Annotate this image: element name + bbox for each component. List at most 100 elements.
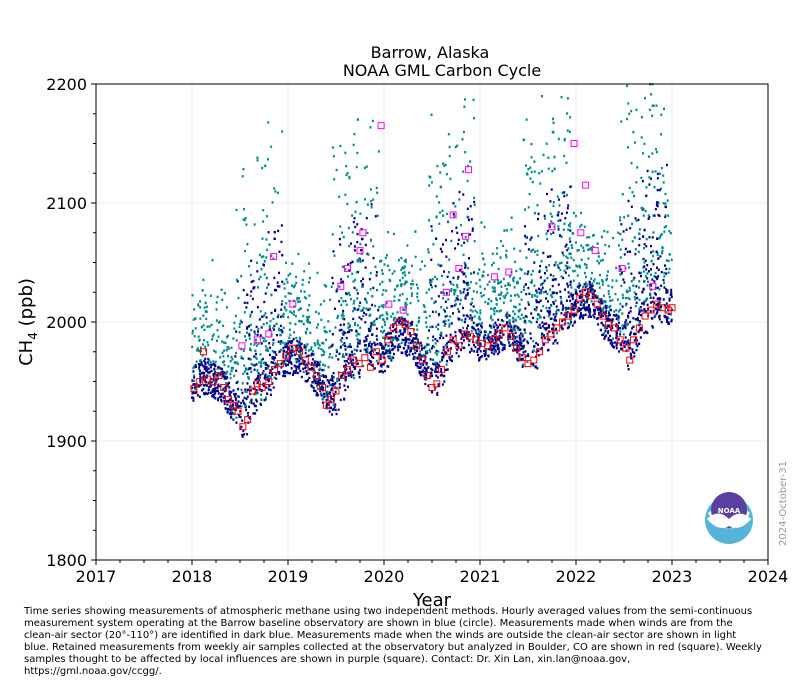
clean-air-point	[455, 297, 458, 300]
clean-air-point	[411, 352, 414, 356]
outside-sector-point	[522, 363, 525, 366]
outside-sector-point	[388, 326, 391, 330]
outside-sector-point	[274, 190, 277, 193]
clean-air-point	[250, 398, 253, 402]
outside-sector-point	[410, 287, 413, 290]
clean-air-point	[246, 293, 249, 296]
clean-air-point	[522, 339, 525, 342]
outside-sector-point	[536, 249, 539, 253]
clean-air-point	[296, 344, 299, 347]
outside-sector-point	[425, 316, 428, 319]
clean-air-point	[467, 343, 470, 347]
clean-air-point	[501, 343, 504, 346]
outside-sector-point	[254, 333, 257, 336]
clean-air-point	[435, 374, 438, 377]
clean-air-point	[207, 357, 210, 361]
clean-air-point	[353, 249, 356, 252]
clean-air-point	[524, 283, 527, 286]
clean-air-point	[554, 316, 557, 319]
outside-sector-point	[668, 253, 671, 256]
outside-sector-point	[311, 349, 314, 353]
outside-sector-point	[308, 262, 311, 265]
flask-sample-point	[418, 356, 426, 364]
clean-air-point	[394, 321, 397, 324]
clean-air-point	[581, 306, 584, 310]
outside-sector-point	[590, 277, 593, 280]
outside-sector-point	[272, 341, 275, 345]
clean-air-point	[228, 390, 231, 393]
outside-sector-point	[221, 361, 224, 364]
outside-sector-point	[226, 335, 229, 339]
outside-sector-point	[559, 296, 562, 300]
outside-sector-point	[262, 209, 265, 212]
outside-sector-point	[467, 283, 470, 287]
clean-air-point	[559, 290, 562, 293]
clean-air-point	[326, 392, 329, 396]
clean-air-point	[648, 183, 651, 186]
clean-air-point	[543, 316, 546, 319]
outside-sector-point	[288, 336, 291, 340]
outside-sector-point	[346, 202, 349, 206]
clean-air-point	[476, 350, 479, 353]
clean-air-point	[208, 385, 211, 388]
clean-air-point	[287, 363, 290, 367]
outside-sector-point	[645, 275, 648, 278]
outside-sector-point	[238, 331, 241, 334]
clean-air-point	[362, 277, 365, 281]
clean-air-point	[222, 372, 225, 375]
clean-air-point	[573, 312, 576, 316]
outside-sector-point	[568, 307, 571, 310]
flask-sample-point	[438, 366, 446, 374]
outside-sector-point	[246, 242, 249, 246]
outside-sector-point	[304, 330, 307, 334]
outside-sector-point	[449, 282, 452, 285]
outside-sector-point	[227, 365, 230, 368]
clean-air-point	[283, 370, 286, 373]
outside-sector-point	[318, 361, 321, 364]
clean-air-point	[458, 190, 461, 194]
clean-air-point	[417, 366, 420, 369]
clean-air-point	[666, 289, 669, 292]
outside-sector-point	[193, 374, 196, 377]
clean-air-point	[440, 250, 443, 253]
clean-air-point	[515, 340, 518, 343]
clean-air-point	[659, 255, 662, 258]
outside-sector-point	[306, 343, 309, 346]
outside-sector-point	[574, 241, 577, 244]
clean-air-point	[630, 205, 633, 208]
outside-sector-point	[629, 330, 632, 334]
clean-air-point	[494, 349, 497, 352]
clean-air-point	[243, 301, 246, 305]
outside-sector-point	[322, 368, 325, 372]
outside-sector-point	[426, 336, 429, 340]
clean-air-point	[574, 302, 577, 306]
clean-air-point	[416, 361, 419, 365]
clean-air-point	[334, 390, 337, 394]
clean-air-point	[459, 331, 462, 334]
clean-air-point	[588, 303, 591, 307]
outside-sector-point	[336, 379, 339, 382]
clean-air-point	[242, 399, 245, 402]
clean-air-point	[484, 333, 487, 337]
clean-air-point	[483, 354, 486, 358]
clean-air-point	[505, 313, 508, 316]
outside-sector-point	[447, 133, 450, 136]
outside-sector-point	[424, 321, 427, 324]
clean-air-point	[632, 325, 635, 328]
outside-sector-point	[401, 276, 404, 280]
clean-air-point	[463, 281, 466, 284]
outside-sector-point	[585, 263, 588, 267]
outside-sector-point	[547, 156, 550, 159]
clean-air-point	[376, 342, 379, 346]
outside-sector-point	[565, 193, 568, 197]
clean-air-point	[593, 312, 596, 316]
clean-air-point	[578, 309, 581, 312]
outside-sector-point	[201, 354, 204, 357]
outside-sector-point	[366, 347, 369, 350]
outside-sector-point	[631, 222, 634, 226]
outside-sector-point	[237, 296, 240, 300]
outside-sector-point	[519, 249, 522, 253]
clean-air-point	[241, 433, 244, 437]
outside-sector-point	[506, 291, 509, 295]
clean-air-point	[478, 357, 481, 360]
